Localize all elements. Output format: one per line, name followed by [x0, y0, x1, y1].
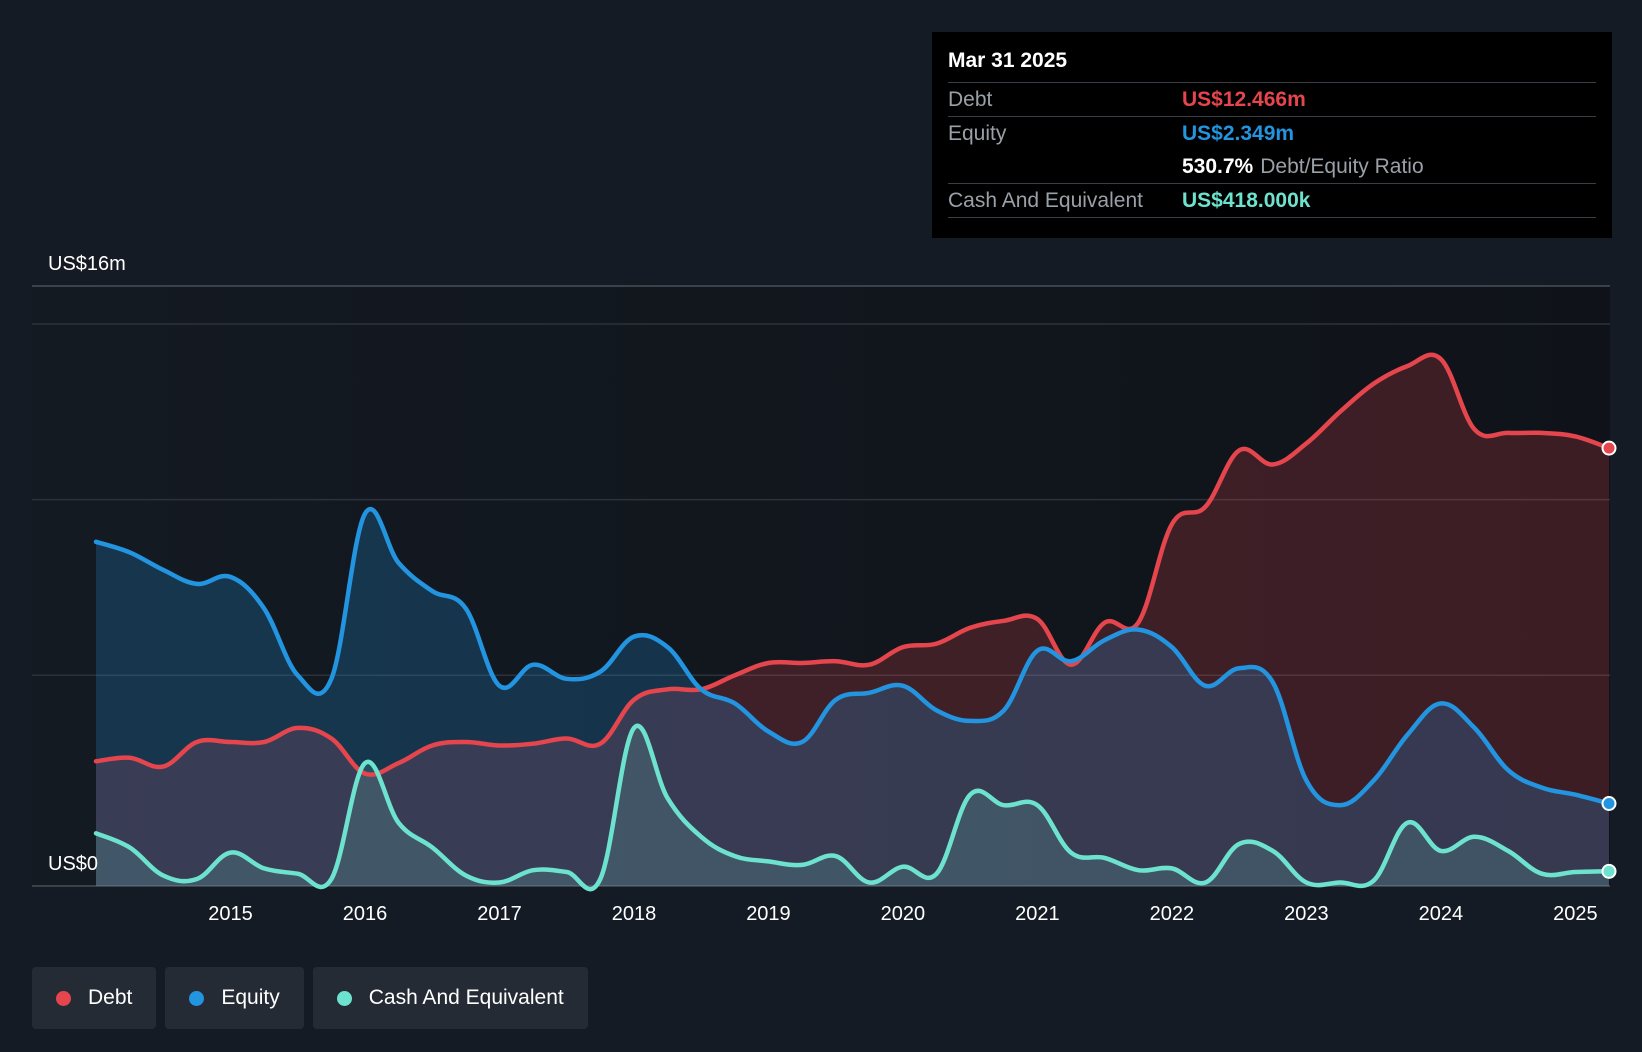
line-debt	[93, 352, 1612, 777]
y-axis-top-label: US$16m	[48, 253, 126, 275]
marker-cash-and-equivalent	[1601, 863, 1617, 879]
legend-label-debt: Debt	[88, 986, 133, 1009]
x-tick-label: 2016	[343, 903, 388, 925]
x-tick-label: 2019	[746, 903, 791, 925]
area-equity	[96, 509, 1609, 886]
legend-item-debt[interactable]: Debt	[32, 967, 157, 1029]
tooltip-row-ratio: 530.7% Debt/Equity Ratio	[948, 150, 1596, 183]
x-tick-label: 2022	[1150, 903, 1195, 925]
marker-equity	[1601, 795, 1617, 811]
legend-item-equity[interactable]: Equity	[165, 967, 304, 1029]
legend-label-equity: Equity	[221, 986, 280, 1009]
tooltip-cash-label: Cash And Equivalent	[948, 188, 1143, 212]
legend-dot-cash-icon	[336, 990, 352, 1006]
tooltip-row-cash: Cash And Equivalent US$418.000k	[948, 183, 1596, 218]
tooltip-ratio-value: 530.7%	[1182, 154, 1254, 178]
tooltip-row-equity: Equity US$2.349m	[948, 116, 1596, 150]
tooltip-debt-value: US$12.466m	[1182, 87, 1306, 111]
legend-dot-debt-icon	[56, 990, 71, 1006]
x-axis-ticks: 2015 2016 2017 2018 2019 2020 2021 2022 2023 2024…	[208, 903, 1597, 925]
line-equity	[93, 507, 1612, 808]
end-markers	[1601, 440, 1617, 879]
legend-label-cash: Cash And Equivalent	[368, 986, 564, 1009]
tooltip-row-debt: Debt US$12.466m	[948, 82, 1596, 116]
plot-background	[32, 286, 1610, 886]
tooltip-date: Mar 31 2025	[948, 49, 1068, 72]
x-tick-label: 2024	[1419, 903, 1464, 925]
legend: Debt Equity Cash And Equivalent	[32, 967, 597, 1029]
x-tick-label: 2015	[208, 903, 253, 925]
line-cash-and-equivalent	[93, 723, 1612, 892]
y-axis-bottom-label: US$0	[48, 853, 98, 875]
tooltip-equity-label: Equity	[948, 121, 1007, 145]
legend-dot-equity-icon	[189, 990, 205, 1006]
series-lines	[93, 352, 1612, 892]
area-cash-and-equivalent	[96, 725, 1609, 890]
x-tick-label: 2017	[477, 903, 522, 925]
series-areas	[96, 354, 1609, 890]
x-tick-label: 2018	[612, 903, 657, 925]
legend-item-cash[interactable]: Cash And Equivalent	[312, 967, 588, 1029]
tooltip-equity-value: US$2.349m	[1182, 121, 1295, 145]
x-tick-label: 2021	[1015, 903, 1060, 925]
marker-debt	[1601, 440, 1617, 456]
tooltip-cash-value: US$418.000k	[1182, 188, 1311, 212]
x-tick-label: 2023	[1284, 903, 1329, 925]
tooltip-ratio-label: Debt/Equity Ratio	[1260, 154, 1424, 178]
tooltip-debt-label: Debt	[948, 87, 993, 111]
tooltip: Mar 31 2025 Debt US$12.466m Equity US$2.…	[932, 32, 1612, 238]
x-tick-label: 2020	[881, 903, 926, 925]
x-tick-label: 2025	[1553, 903, 1598, 925]
area-debt	[96, 354, 1609, 886]
